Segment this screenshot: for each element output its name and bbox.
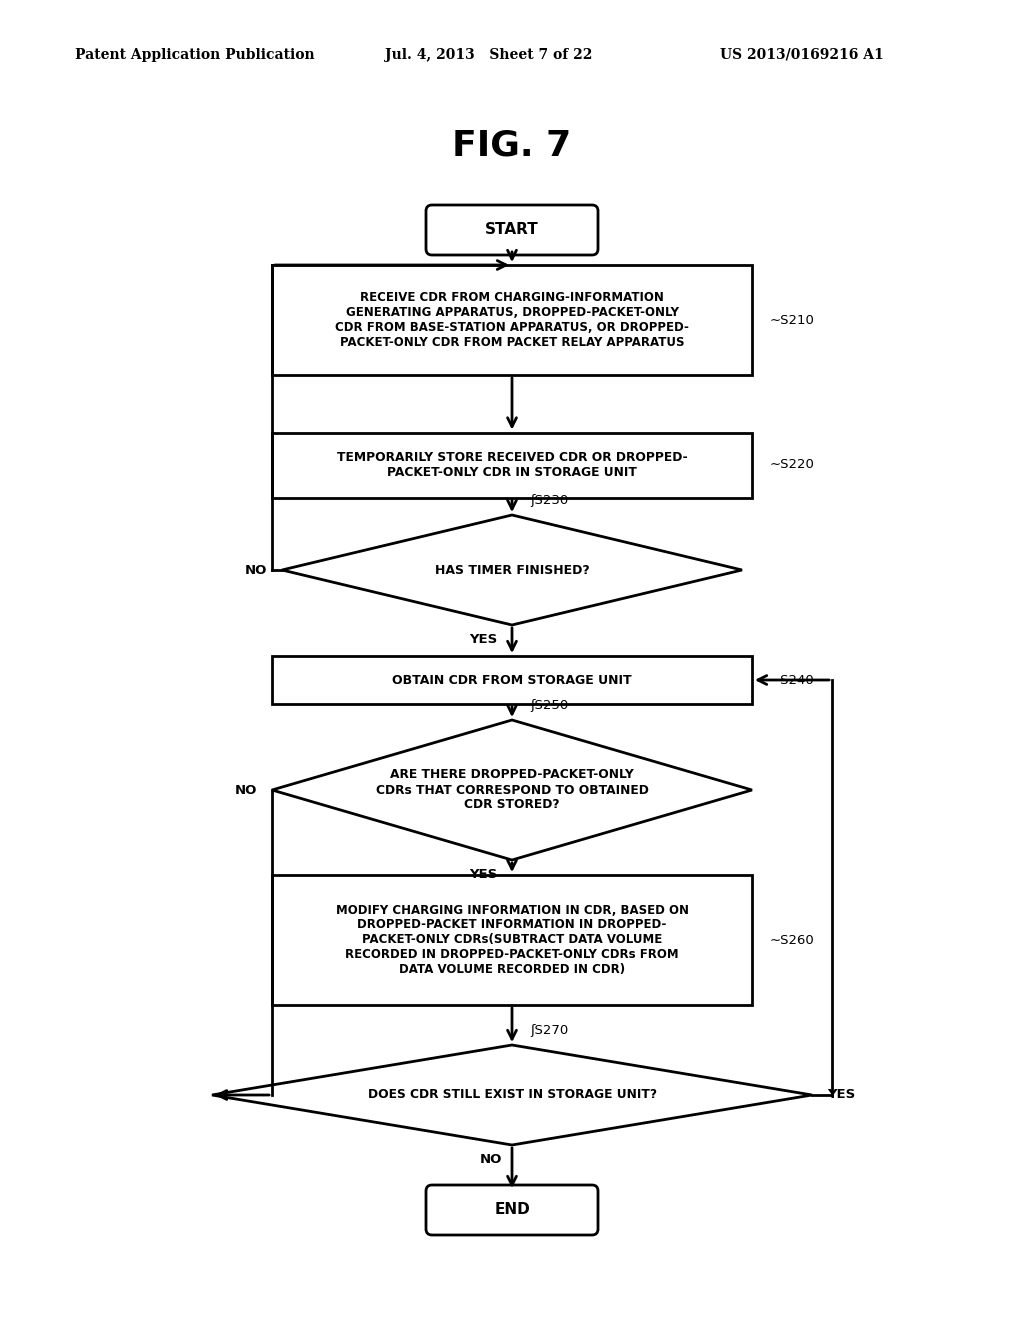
Text: MODIFY CHARGING INFORMATION IN CDR, BASED ON
DROPPED-PACKET INFORMATION IN DROPP: MODIFY CHARGING INFORMATION IN CDR, BASE… bbox=[336, 903, 688, 977]
Text: NO: NO bbox=[234, 784, 257, 796]
Text: END: END bbox=[495, 1203, 529, 1217]
Text: START: START bbox=[485, 223, 539, 238]
Text: OBTAIN CDR FROM STORAGE UNIT: OBTAIN CDR FROM STORAGE UNIT bbox=[392, 673, 632, 686]
Text: YES: YES bbox=[469, 634, 497, 645]
Polygon shape bbox=[272, 719, 752, 861]
Text: ʃS270: ʃS270 bbox=[530, 1024, 568, 1038]
Bar bbox=[272, 875, 752, 1005]
Bar bbox=[272, 265, 752, 375]
FancyBboxPatch shape bbox=[426, 205, 598, 255]
Polygon shape bbox=[282, 515, 742, 624]
Text: HAS TIMER FINISHED?: HAS TIMER FINISHED? bbox=[434, 564, 590, 577]
Text: ∼S220: ∼S220 bbox=[770, 458, 815, 471]
Text: FIG. 7: FIG. 7 bbox=[453, 128, 571, 162]
Text: ʃS250: ʃS250 bbox=[530, 700, 568, 711]
Text: Jul. 4, 2013   Sheet 7 of 22: Jul. 4, 2013 Sheet 7 of 22 bbox=[385, 48, 592, 62]
Text: TEMPORARILY STORE RECEIVED CDR OR DROPPED-
PACKET-ONLY CDR IN STORAGE UNIT: TEMPORARILY STORE RECEIVED CDR OR DROPPE… bbox=[337, 451, 687, 479]
Text: ʃS230: ʃS230 bbox=[530, 494, 568, 507]
Text: NO: NO bbox=[245, 564, 267, 577]
Text: ∼S210: ∼S210 bbox=[770, 314, 815, 326]
Bar bbox=[272, 433, 752, 498]
Bar bbox=[272, 656, 752, 704]
Text: ∼S240: ∼S240 bbox=[770, 673, 815, 686]
Text: NO: NO bbox=[479, 1152, 502, 1166]
Text: DOES CDR STILL EXIST IN STORAGE UNIT?: DOES CDR STILL EXIST IN STORAGE UNIT? bbox=[368, 1089, 656, 1101]
Text: ARE THERE DROPPED-PACKET-ONLY
CDRs THAT CORRESPOND TO OBTAINED
CDR STORED?: ARE THERE DROPPED-PACKET-ONLY CDRs THAT … bbox=[376, 768, 648, 812]
Text: US 2013/0169216 A1: US 2013/0169216 A1 bbox=[720, 48, 884, 62]
Text: YES: YES bbox=[469, 869, 497, 880]
Text: Patent Application Publication: Patent Application Publication bbox=[75, 48, 314, 62]
Text: ∼S260: ∼S260 bbox=[770, 933, 815, 946]
Polygon shape bbox=[212, 1045, 812, 1144]
Text: YES: YES bbox=[827, 1089, 855, 1101]
FancyBboxPatch shape bbox=[426, 1185, 598, 1236]
Text: RECEIVE CDR FROM CHARGING-INFORMATION
GENERATING APPARATUS, DROPPED-PACKET-ONLY
: RECEIVE CDR FROM CHARGING-INFORMATION GE… bbox=[335, 290, 689, 348]
